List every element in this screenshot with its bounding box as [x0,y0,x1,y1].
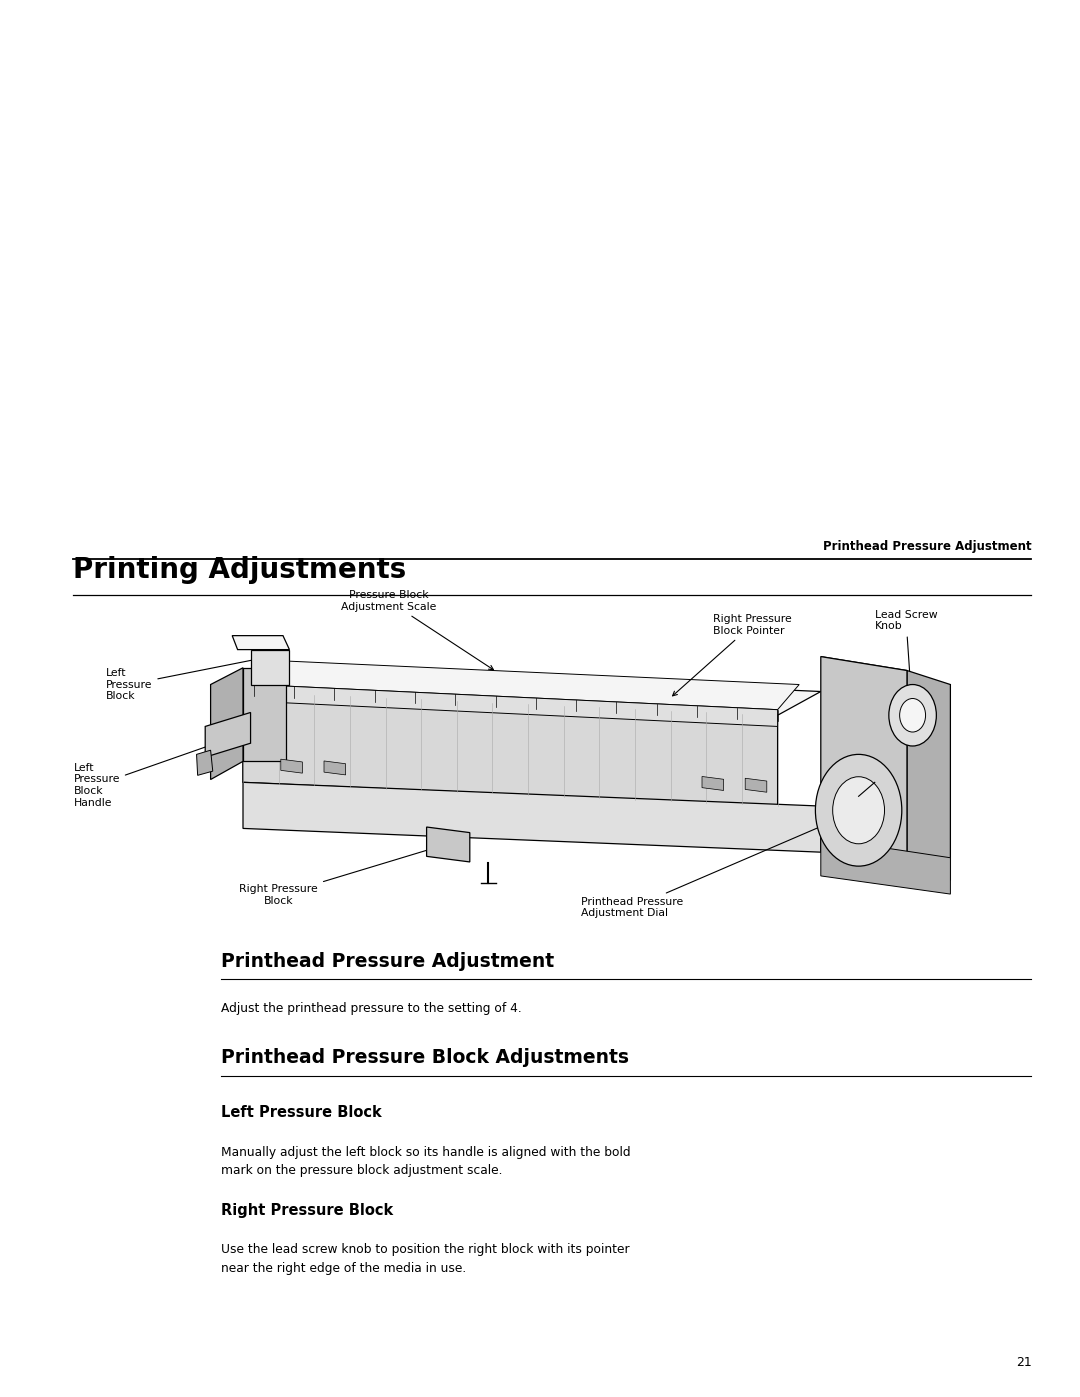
Text: Pressure Block
Adjustment Scale: Pressure Block Adjustment Scale [341,591,494,669]
Text: Printhead Pressure Block Adjustments: Printhead Pressure Block Adjustments [221,1048,630,1067]
Polygon shape [243,692,778,806]
Polygon shape [243,668,286,782]
Polygon shape [745,778,767,792]
Text: Printing Adjustments: Printing Adjustments [73,556,407,584]
Polygon shape [281,759,302,773]
Text: Right Pressure
Block: Right Pressure Block [240,844,444,905]
Text: Lead Screw
Knob: Lead Screw Knob [875,610,937,711]
Text: Adjust the printhead pressure to the setting of 4.: Adjust the printhead pressure to the set… [221,1002,522,1014]
Polygon shape [243,668,821,715]
Polygon shape [907,671,950,880]
Circle shape [833,777,885,844]
Polygon shape [211,668,243,780]
Polygon shape [254,661,799,710]
Circle shape [889,685,936,746]
Text: Left Pressure Block: Left Pressure Block [221,1105,382,1120]
Polygon shape [197,750,213,775]
Text: Right Pressure Block: Right Pressure Block [221,1203,393,1218]
Polygon shape [324,761,346,775]
Polygon shape [427,827,470,862]
Polygon shape [232,636,289,650]
Text: 21: 21 [1015,1356,1031,1369]
Polygon shape [821,838,950,894]
Circle shape [815,754,902,866]
Polygon shape [821,657,907,866]
Text: Use the lead screw knob to position the right block with its pointer
near the ri: Use the lead screw knob to position the … [221,1243,630,1275]
Polygon shape [243,668,286,761]
Text: Manually adjust the left block so its handle is aligned with the bold
mark on th: Manually adjust the left block so its ha… [221,1146,631,1178]
Polygon shape [821,657,907,671]
Text: Printhead Pressure Adjustment: Printhead Pressure Adjustment [221,951,554,971]
Polygon shape [702,777,724,791]
Text: Right Pressure
Block Pointer: Right Pressure Block Pointer [673,615,792,696]
Polygon shape [243,782,821,852]
Circle shape [900,698,926,732]
Polygon shape [251,650,289,685]
Polygon shape [205,712,251,757]
Text: Printhead Pressure
Adjustment Dial: Printhead Pressure Adjustment Dial [581,812,855,918]
Polygon shape [254,685,778,726]
Text: Left
Pressure
Block: Left Pressure Block [106,657,266,701]
Text: Left
Pressure
Block
Handle: Left Pressure Block Handle [73,739,228,807]
Text: Printhead Pressure Adjustment: Printhead Pressure Adjustment [823,541,1031,553]
